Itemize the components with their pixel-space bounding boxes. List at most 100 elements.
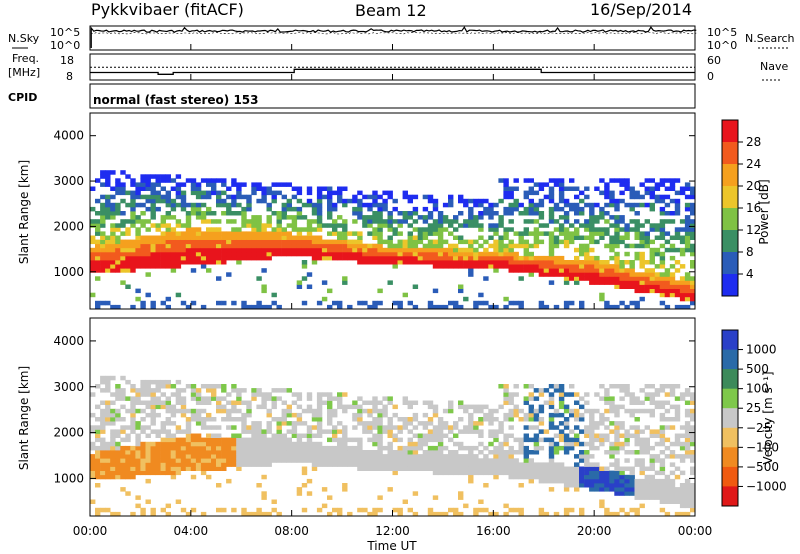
power-cell [180, 260, 187, 265]
power-cell [548, 186, 555, 191]
velocity-cell [332, 458, 338, 463]
power-cell [180, 231, 187, 236]
power-cell [407, 231, 413, 236]
power-cell [180, 223, 187, 228]
power-cell [644, 190, 650, 196]
velocity-cell [190, 507, 197, 513]
velocity-cell [533, 388, 540, 393]
velocity-cell [442, 458, 449, 463]
velocity-cell [458, 466, 464, 471]
power-cell [342, 280, 348, 285]
power-cell [110, 170, 116, 175]
velocity-cell [458, 462, 464, 467]
velocity-cell [165, 421, 171, 426]
power-cell [498, 239, 504, 245]
power-cell [95, 247, 101, 253]
velocity-cell [604, 417, 610, 422]
power-cell [155, 190, 161, 196]
power-cell [311, 211, 318, 216]
power-cell [639, 260, 645, 265]
power-cell [311, 235, 318, 240]
velocity-cell [422, 458, 429, 463]
power-cell [690, 251, 695, 257]
power-cell [533, 260, 540, 265]
power-cell [140, 235, 146, 240]
power-cell [483, 251, 489, 257]
velocity-cell [528, 474, 534, 480]
velocity-cell [427, 450, 434, 455]
velocity-cell [599, 417, 605, 422]
velocity-cell [589, 470, 595, 476]
velocity-cell [609, 404, 615, 410]
velocity-cell [513, 458, 519, 463]
power-cell [558, 264, 565, 269]
velocity-cell [271, 445, 277, 451]
velocity-cell [170, 408, 177, 414]
velocity-cell [679, 499, 686, 504]
velocity-cell [664, 454, 671, 459]
power-cell [135, 186, 141, 191]
velocity-cell [604, 487, 610, 492]
power-cell [513, 231, 519, 236]
power-cell [185, 247, 192, 253]
power-cell [327, 247, 333, 253]
velocity-cell [558, 421, 565, 426]
velocity-cell [528, 462, 534, 467]
power-cell [195, 186, 202, 191]
power-cell [589, 276, 595, 281]
power-cell [584, 251, 590, 257]
velocity-cell [684, 388, 691, 393]
power-cell [362, 223, 368, 228]
velocity-cell [110, 429, 116, 434]
velocity-cell [130, 429, 136, 434]
velocity-cell [337, 400, 343, 405]
power-cell [392, 247, 398, 253]
power-cell [301, 235, 308, 240]
velocity-cell [221, 437, 227, 443]
power-cell [513, 206, 519, 212]
power-cell [105, 215, 111, 220]
velocity-cell [508, 470, 514, 476]
power-cell [90, 264, 96, 269]
velocity-cell [548, 425, 555, 430]
velocity-cell [498, 454, 504, 459]
velocity-cell [276, 421, 282, 426]
velocity-cell [100, 437, 106, 443]
velocity-cell [664, 445, 671, 451]
power-cell [584, 268, 590, 273]
velocity-cell [190, 441, 197, 447]
velocity-cell [558, 433, 565, 438]
velocity-cell [432, 450, 439, 455]
power-cell [246, 223, 252, 228]
velocity-cell [236, 466, 242, 471]
velocity-cell [271, 400, 277, 405]
power-cell [276, 227, 282, 232]
velocity-cell [367, 412, 373, 418]
velocity-cell [463, 425, 469, 430]
velocity-cell [337, 396, 343, 401]
velocity-cell [251, 396, 257, 401]
power-cell [624, 182, 630, 187]
power-cell [195, 211, 202, 216]
velocity-cell [478, 441, 484, 447]
velocity-cell [175, 462, 182, 467]
velocity-cell [654, 454, 661, 459]
velocity-cell [120, 392, 126, 397]
power-cell [125, 239, 131, 245]
velocity-cell [468, 421, 474, 426]
velocity-cell [664, 425, 671, 430]
velocity-cell [634, 429, 640, 434]
power-cell [140, 178, 146, 183]
power-cell [95, 227, 101, 232]
velocity-cell [200, 421, 207, 426]
velocity-cell [563, 483, 570, 488]
velocity-cell [246, 441, 252, 447]
power-cell [301, 264, 308, 269]
power-cell [241, 235, 247, 240]
velocity-cell [216, 408, 222, 414]
power-cell [372, 227, 378, 232]
power-cell [508, 211, 514, 216]
power-cell [624, 280, 630, 285]
power-cell [690, 235, 695, 240]
power-cell [528, 264, 534, 269]
